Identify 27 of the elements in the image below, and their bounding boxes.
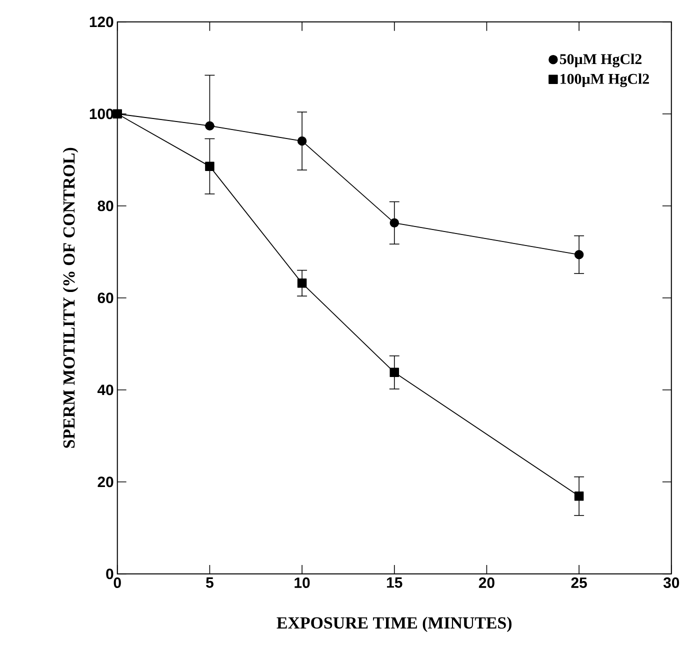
point [205,161,214,171]
y-axis-title: SPERM MOTILITY (% OF CONTROL) [62,148,78,448]
y-tick-label: 80 [98,200,114,211]
y-tick-label: 120 [90,16,114,27]
legend-label: 100µM HgCl2 [560,73,649,87]
x-axis-title: EXPOSURE TIME (MINUTES) [276,616,512,632]
point [390,218,400,228]
x-tick-label: 0 [114,577,121,588]
x-tick-label: 10 [294,577,310,588]
y-tick-label: 100 [90,108,114,119]
y-tick-label: 60 [98,292,114,303]
point [112,109,122,118]
point [574,250,584,260]
x-tick-label: 30 [663,577,680,588]
point [574,491,584,501]
x-tick-label: 25 [571,577,587,588]
y-tick-label: 20 [98,476,114,487]
y-tick-label: 40 [97,384,114,395]
point [205,120,214,130]
point [297,136,307,146]
y-tick-label: 0 [106,568,114,579]
legend-label: 50µM HgCl2 [560,53,642,68]
x-tick-label: 15 [387,577,402,588]
x-tick-label: 20 [478,577,494,588]
point [390,368,400,377]
point [297,278,307,288]
x-tick-label: 5 [206,577,214,588]
